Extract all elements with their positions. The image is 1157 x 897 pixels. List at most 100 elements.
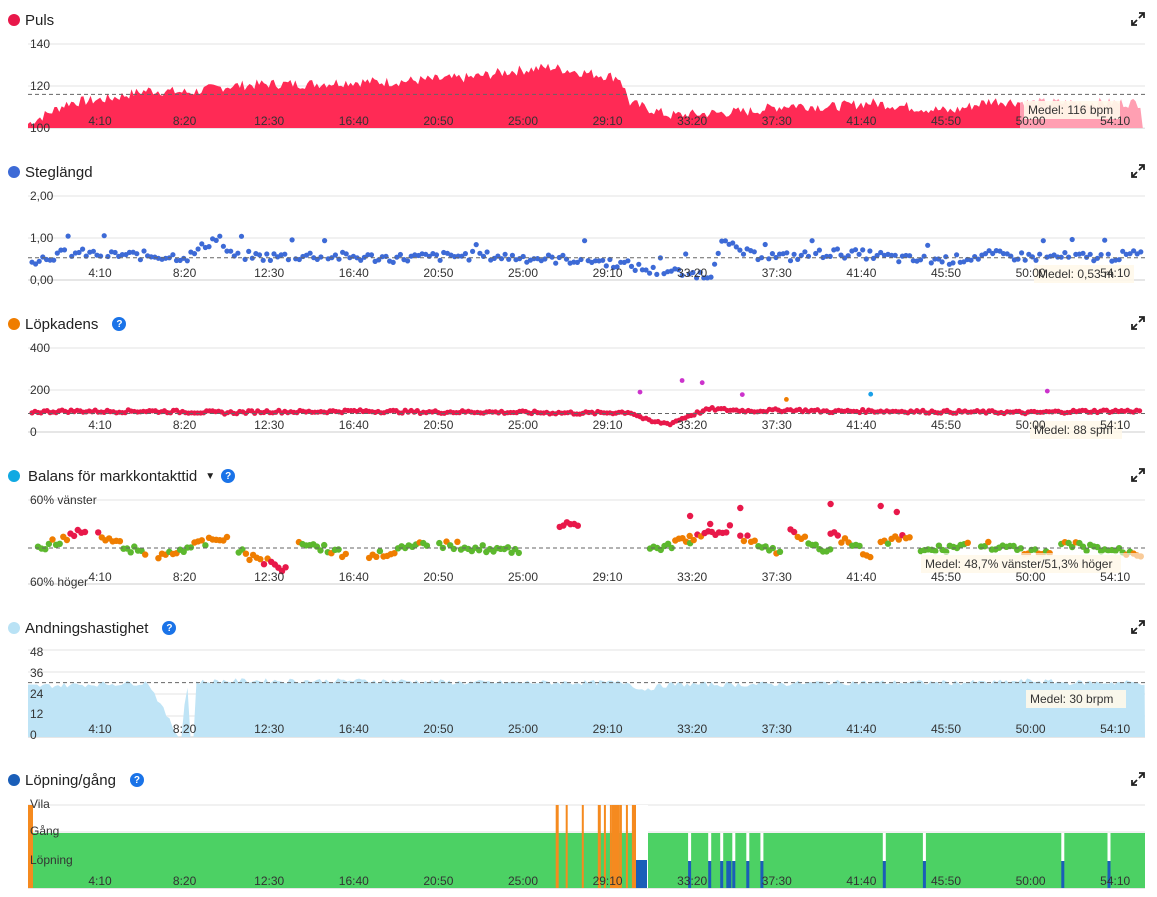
y-tick-label: 120 xyxy=(30,79,50,93)
data-point xyxy=(318,254,324,260)
data-point xyxy=(63,536,71,544)
x-tick-label: 20:50 xyxy=(423,114,453,128)
data-point xyxy=(726,522,734,529)
legend-dot xyxy=(8,166,20,178)
panel-header: Puls xyxy=(8,10,54,30)
data-point xyxy=(1022,257,1028,263)
help-icon[interactable]: ? xyxy=(129,773,144,787)
data-point xyxy=(790,528,798,536)
data-point xyxy=(542,256,548,262)
data-point xyxy=(1127,251,1133,257)
y-tick-label: 200 xyxy=(30,383,50,397)
data-point xyxy=(195,246,201,252)
data-point xyxy=(664,540,672,547)
x-tick-label: 12:30 xyxy=(254,874,284,888)
data-point xyxy=(668,544,675,552)
bar-segment-gang xyxy=(625,805,628,888)
expand-icon[interactable] xyxy=(1131,316,1145,330)
data-point xyxy=(498,256,505,262)
data-point xyxy=(773,254,779,261)
data-point xyxy=(791,251,797,257)
x-tick-label: 20:50 xyxy=(423,570,453,584)
y-tick-label: Löpning xyxy=(30,853,73,867)
x-tick-label: 45:50 xyxy=(931,570,961,584)
data-point xyxy=(690,269,696,276)
data-point xyxy=(198,537,205,544)
data-point xyxy=(238,233,245,239)
data-point xyxy=(180,548,187,555)
x-tick-label: 25:00 xyxy=(508,266,538,280)
panel-title: Löpkadens xyxy=(25,315,99,333)
data-point xyxy=(654,271,660,277)
data-point xyxy=(1137,408,1143,414)
data-point xyxy=(582,238,588,244)
data-point xyxy=(33,261,39,267)
legend-dot xyxy=(8,622,20,634)
data-point xyxy=(856,542,863,550)
outlier-point xyxy=(699,380,705,386)
lopning-chart: Vila Gång Löpning 4:10 8:20 12:30 16:40 20:50 25… xyxy=(28,797,1145,889)
average-label-bg xyxy=(921,555,1121,573)
data-point xyxy=(391,550,398,557)
outlier-point xyxy=(637,389,643,395)
data-point xyxy=(141,248,147,254)
x-tick-label: 29:10 xyxy=(593,418,623,432)
bar-segment-vila xyxy=(922,861,926,888)
data-point xyxy=(376,547,384,555)
average-label-bg xyxy=(1026,690,1126,708)
bar-segment-vila xyxy=(1107,861,1111,888)
bar-gap xyxy=(732,833,736,861)
data-point xyxy=(90,248,96,254)
x-tick-label: 45:50 xyxy=(931,114,961,128)
bar-segment-lopning xyxy=(28,833,1145,888)
expand-icon[interactable] xyxy=(1131,772,1145,786)
data-point xyxy=(271,251,277,257)
expand-icon[interactable] xyxy=(1131,468,1145,482)
data-point xyxy=(267,257,273,263)
data-point xyxy=(740,251,747,257)
data-point xyxy=(373,553,380,560)
data-point xyxy=(968,257,974,263)
data-point xyxy=(884,540,892,547)
data-point xyxy=(358,257,364,263)
x-tick-label: 50:00 xyxy=(1016,874,1046,888)
help-icon[interactable]: ? xyxy=(162,621,177,635)
bar-segment-vila xyxy=(708,861,712,888)
data-point xyxy=(628,263,635,269)
x-tick-label: 33:20 xyxy=(677,418,707,432)
bar-gap xyxy=(708,833,712,861)
data-point xyxy=(982,251,989,257)
expand-icon[interactable] xyxy=(1131,164,1145,178)
data-point xyxy=(285,257,291,263)
expand-icon[interactable] xyxy=(1131,620,1145,634)
y-tick-label: 400 xyxy=(30,341,50,355)
data-point xyxy=(1058,254,1064,260)
data-point xyxy=(1026,251,1032,257)
data-point xyxy=(342,550,349,558)
bar-gap xyxy=(760,833,764,861)
x-tick-label: 8:20 xyxy=(173,418,197,432)
expand-icon[interactable] xyxy=(1131,12,1145,26)
data-point xyxy=(867,553,874,561)
help-icon[interactable]: ? xyxy=(112,317,127,331)
data-point xyxy=(827,546,834,553)
data-point xyxy=(191,251,198,257)
bar-segment-vila xyxy=(726,861,732,888)
data-point xyxy=(170,252,176,258)
y-tick-label: 0 xyxy=(30,425,37,439)
data-point xyxy=(61,247,68,253)
x-tick-label: 50:00 xyxy=(1016,418,1046,432)
legend-dot xyxy=(8,470,20,482)
help-icon[interactable]: ? xyxy=(221,469,236,483)
data-point xyxy=(466,257,472,263)
data-point xyxy=(762,241,768,248)
data-point xyxy=(932,547,939,555)
data-point xyxy=(433,252,440,258)
data-point xyxy=(603,263,609,269)
data-point xyxy=(553,260,559,266)
average-label: Medel: 0,53 m xyxy=(1038,267,1114,281)
bar-gap xyxy=(746,833,750,861)
data-point xyxy=(36,258,42,264)
data-point xyxy=(769,251,776,257)
chevron-down-icon[interactable]: ▼ xyxy=(205,470,216,482)
